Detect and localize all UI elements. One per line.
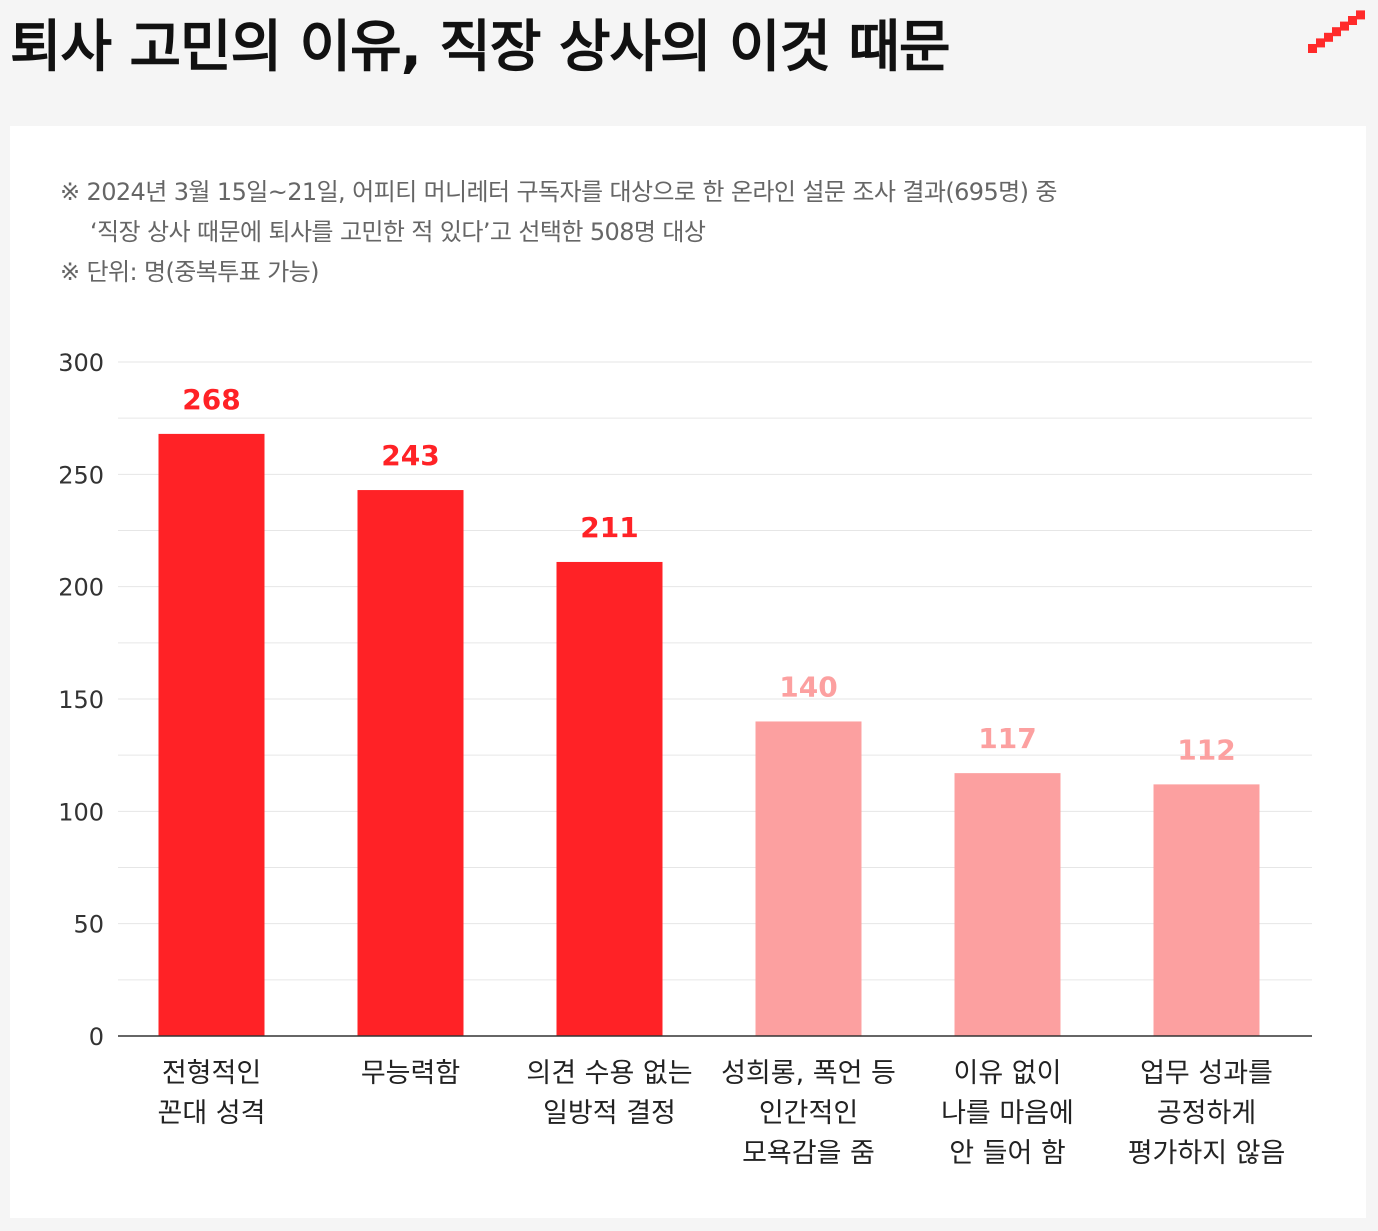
bar-chart: 0 50 100 150 200 250 300 268 243 211 140 117 112 전형… <box>58 349 1312 1169</box>
bar <box>556 561 663 1036</box>
brand-step <box>1332 27 1341 37</box>
category-label-line: 꼰대 성격 <box>158 1098 266 1129</box>
survey-note: ※ 2024년 3월 15일~21일, 어피티 머니레터 구독자를 대상으로 한… <box>60 178 1057 206</box>
brand-step <box>1316 38 1325 48</box>
headline: 퇴사 고민의 이유, 직장 상사의 이것 때문 <box>10 15 951 80</box>
bar <box>1153 784 1260 1036</box>
brand-step <box>1324 32 1333 42</box>
bar <box>954 773 1061 1036</box>
y-tick-label: 0 <box>89 1023 104 1051</box>
y-tick-label: 150 <box>58 686 104 714</box>
category-label-line: 인간적인 <box>759 1098 858 1129</box>
category-label-line: 일방적 결정 <box>543 1098 676 1129</box>
bar-value-label: 117 <box>978 722 1036 755</box>
category-label-line: 평가하지 않음 <box>1128 1138 1286 1169</box>
brand-step <box>1356 10 1365 20</box>
bar-value-label: 140 <box>779 670 837 703</box>
category-label-line: 전형적인 <box>162 1058 261 1089</box>
category-label-line: 무능력함 <box>361 1058 460 1089</box>
bar-value-label: 211 <box>580 511 638 544</box>
chart-card: ※ 2024년 3월 15일~21일, 어피티 머니레터 구독자를 대상으로 한… <box>10 126 1366 1218</box>
bar <box>755 721 862 1036</box>
ascending-steps-logo-icon <box>1308 10 1365 53</box>
category-label: 무능력함 <box>361 1058 460 1089</box>
brand-step <box>1348 16 1357 25</box>
y-tick-label: 200 <box>58 574 104 602</box>
bar <box>158 433 265 1037</box>
y-tick-label: 50 <box>73 911 104 939</box>
category-label-line: 이유 없이 <box>954 1058 1062 1089</box>
bar-value-label: 112 <box>1177 733 1235 766</box>
category-label-line: 모욕감을 줌 <box>742 1138 875 1169</box>
category-label-line: 성희롱, 폭언 등 <box>721 1058 896 1089</box>
y-tick-label: 250 <box>58 461 104 489</box>
y-tick-label: 100 <box>58 798 104 826</box>
bar-value-label: 243 <box>381 439 439 472</box>
bar-value-label: 268 <box>182 383 240 416</box>
category-label-line: 안 들어 함 <box>949 1138 1066 1169</box>
category-label-line: 나를 마음에 <box>941 1098 1074 1129</box>
category-label-line: 업무 성과를 <box>1140 1058 1273 1089</box>
y-tick-label: 300 <box>58 349 104 377</box>
brand-step <box>1308 44 1317 53</box>
survey-note-target: ‘직장 상사 때문에 퇴사를 고민한 적 있다’고 선택한 508명 대상 <box>90 218 706 246</box>
unit-note: ※ 단위: 명(중복투표 가능) <box>60 258 320 286</box>
category-label-line: 공정하게 <box>1157 1098 1256 1129</box>
bar <box>357 490 464 1036</box>
category-label-line: 의견 수용 없는 <box>526 1058 692 1089</box>
brand-step <box>1340 21 1349 31</box>
